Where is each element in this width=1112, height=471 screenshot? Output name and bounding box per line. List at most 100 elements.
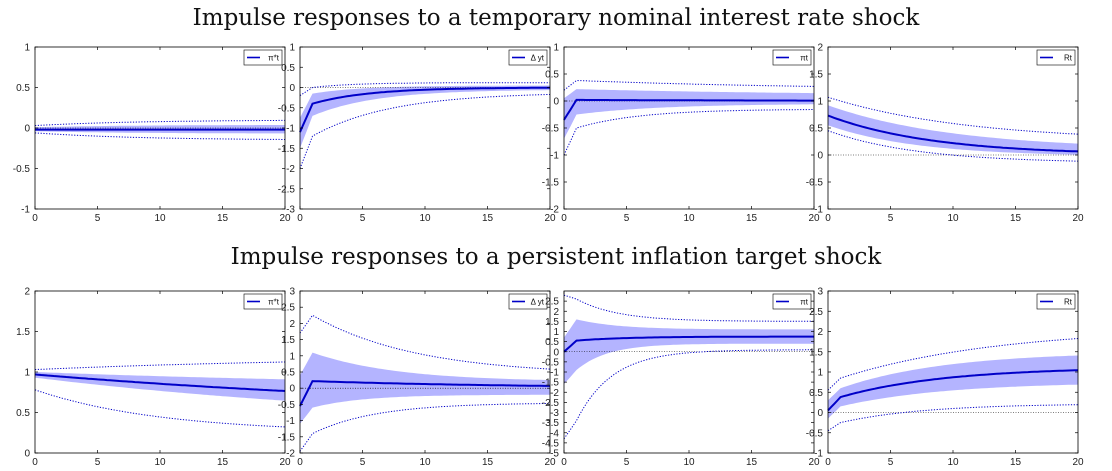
y-tick-label: 1.5	[545, 317, 559, 328]
outer-upper-bound	[827, 338, 1079, 391]
x-tick-label: 5	[888, 213, 894, 224]
legend-box	[772, 49, 812, 66]
y-tick-label: -1	[21, 205, 30, 216]
legend-box	[508, 49, 548, 66]
x-tick-label: 0	[825, 457, 831, 468]
y-tick-label: 0.5	[545, 70, 559, 81]
y-tick-label: 0.5	[16, 83, 30, 94]
x-tick-label: 10	[683, 457, 695, 468]
x-tick-label: 15	[217, 457, 229, 468]
y-tick-label: -1	[814, 449, 823, 460]
legend-box	[1036, 293, 1076, 310]
y-tick-label: 2	[817, 327, 823, 338]
y-tick-label: -1.5	[278, 144, 296, 155]
x-tick-label: 10	[947, 213, 959, 224]
y-tick-label: 1	[24, 43, 30, 54]
credible-band	[564, 319, 814, 385]
legend-label: πt	[800, 298, 809, 307]
x-tick-label: 15	[746, 457, 758, 468]
credible-band	[300, 85, 550, 149]
outer-lower-bound	[299, 403, 550, 452]
x-tick-label: 5	[624, 457, 630, 468]
y-tick-label: 1.5	[809, 70, 823, 81]
y-tick-label: -2	[286, 449, 295, 460]
outer-upper-bound	[34, 119, 285, 127]
y-tick-label: 1.5	[281, 335, 295, 346]
y-tick-label: -2	[286, 164, 295, 175]
y-tick-label: -0.5	[542, 357, 560, 368]
outer-lower-bound	[34, 132, 285, 140]
x-tick-label: 20	[544, 457, 556, 468]
legend: Rt	[1036, 49, 1076, 66]
legend-label: Rt	[1064, 298, 1073, 307]
x-tick-label: 10	[154, 457, 166, 468]
x-tick-label: 10	[419, 457, 431, 468]
axes-box	[299, 46, 551, 210]
legend: π*t	[243, 293, 283, 310]
legend-label: π*t	[268, 298, 280, 307]
legend-label: π*t	[268, 54, 280, 63]
x-tick-label: 15	[482, 457, 494, 468]
y-tick-label: 0.5	[809, 388, 823, 399]
y-tick-label: 2	[24, 287, 30, 298]
median-response-line	[563, 98, 814, 121]
y-tick-label: 0	[553, 97, 559, 108]
y-tick-label: -1	[550, 368, 559, 379]
y-tick-label: 2.5	[545, 297, 559, 308]
y-tick-label: 0	[289, 384, 295, 395]
outer-upper-bound	[563, 79, 814, 91]
y-tick-label: -0.5	[542, 124, 560, 135]
y-tick-label: -0.5	[806, 428, 824, 439]
panel-1-1: 0 5 10 15 20 -1 -0.5 0 0.5 1 π*t	[13, 43, 291, 225]
legend: Δ yt	[508, 293, 548, 310]
x-tick-label: 10	[154, 213, 166, 224]
y-tick-label: -3	[550, 408, 559, 419]
x-tick-label: 5	[360, 457, 366, 468]
y-tick-label: 0	[24, 449, 30, 460]
y-tick-label: -2.5	[542, 398, 560, 409]
y-tick-label: 2	[817, 43, 823, 54]
y-tick-label: 0.5	[545, 337, 559, 348]
y-tick-label: 1	[553, 327, 559, 338]
y-tick-label: 0.5	[809, 124, 823, 135]
y-tick-label: 2.5	[281, 303, 295, 314]
y-tick-label: -1	[814, 205, 823, 216]
x-tick-label: 5	[624, 213, 630, 224]
x-tick-label: 10	[419, 213, 431, 224]
y-tick-label: -2	[550, 388, 559, 399]
x-tick-label: 5	[95, 457, 101, 468]
legend: πt	[772, 293, 812, 310]
median-response-line	[563, 335, 814, 353]
legend-box	[243, 49, 283, 66]
x-tick-label: 0	[561, 457, 567, 468]
y-tick-label: 0	[553, 347, 559, 358]
y-tick-label: 1.5	[809, 347, 823, 358]
y-tick-label: 0	[817, 408, 823, 419]
y-tick-label: 1	[817, 97, 823, 108]
y-tick-label: 3	[289, 287, 295, 298]
x-tick-label: 5	[888, 457, 894, 468]
x-tick-label: 20	[1072, 457, 1084, 468]
x-tick-label: 10	[683, 213, 695, 224]
x-tick-label: 15	[1010, 213, 1022, 224]
x-tick-label: 20	[808, 457, 820, 468]
credible-band	[828, 105, 1078, 155]
y-tick-label: -4.5	[542, 438, 560, 449]
credible-band	[564, 89, 814, 139]
x-tick-label: 15	[1010, 457, 1022, 468]
y-tick-label: -0.5	[278, 103, 296, 114]
y-tick-label: 0.5	[16, 408, 30, 419]
y-tick-label: -0.5	[13, 164, 31, 175]
y-tick-label: -1.5	[278, 432, 296, 443]
y-tick-label: 0.5	[281, 63, 295, 74]
y-tick-label: -0.5	[278, 400, 296, 411]
legend: Rt	[1036, 293, 1076, 310]
outer-lower-bound	[827, 404, 1078, 432]
axes-box	[34, 290, 286, 454]
x-tick-label: 20	[1072, 213, 1084, 224]
x-tick-label: 20	[808, 213, 820, 224]
